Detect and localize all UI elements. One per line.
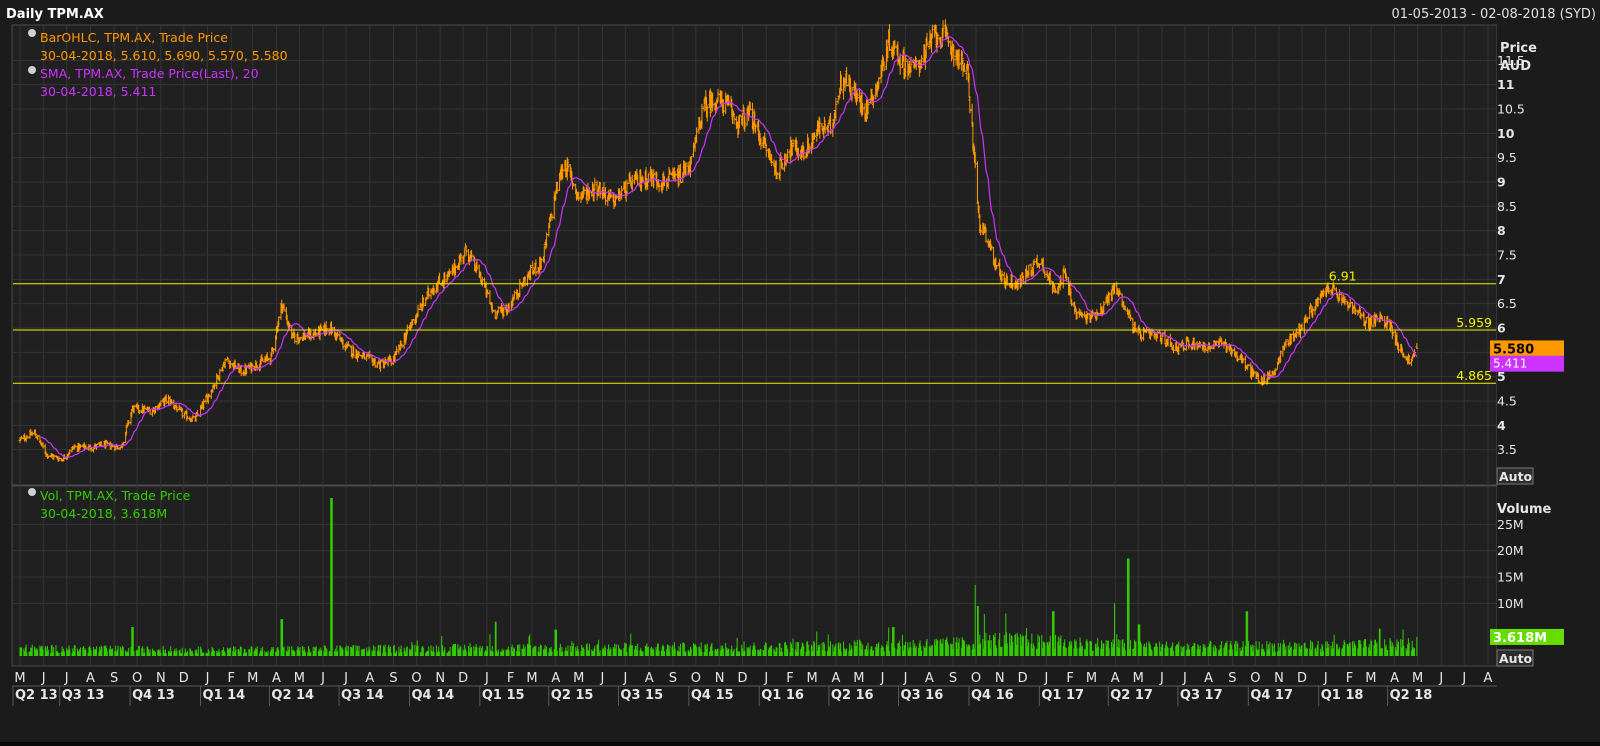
chart-title: Daily TPM.AX <box>6 7 104 22</box>
date-range: 01-05-2013 - 02-08-2018 (SYD) <box>1391 7 1596 22</box>
volume-panel[interactable] <box>12 486 1497 666</box>
